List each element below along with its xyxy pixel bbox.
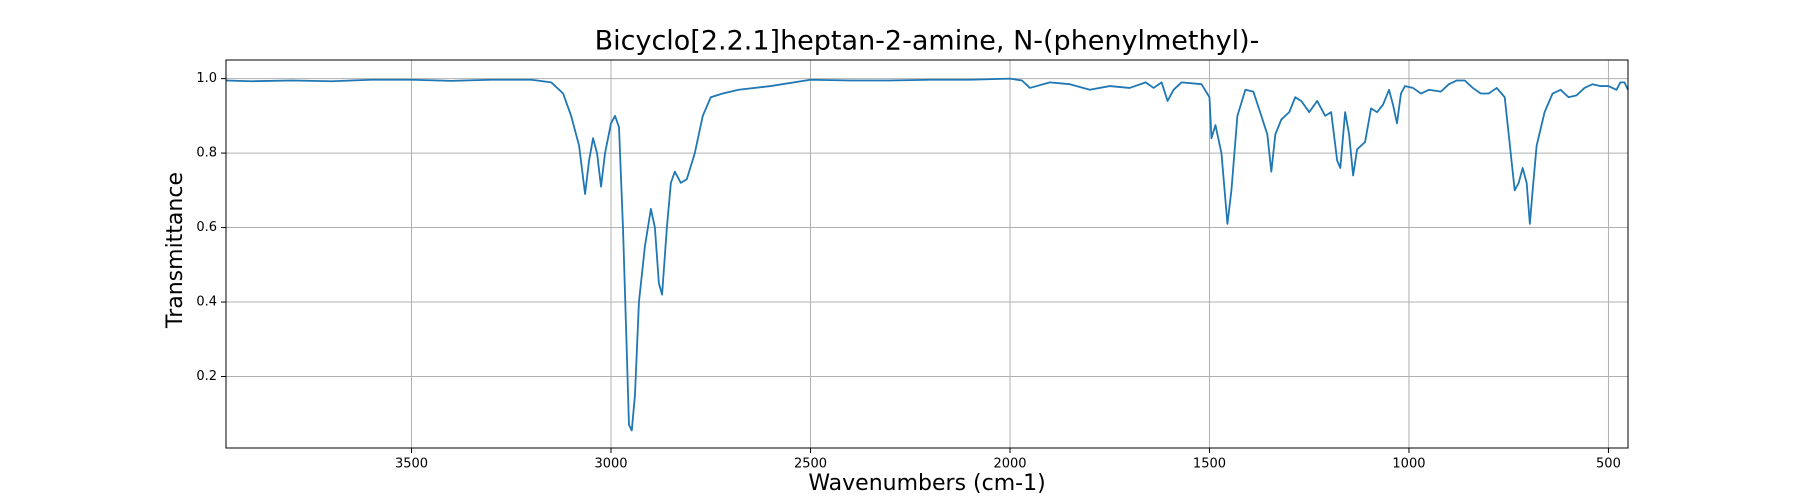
y-tick-label: 0.8 [196, 146, 217, 161]
y-tick-label: 0.4 [196, 295, 217, 310]
x-tick-label: 2000 [993, 457, 1026, 472]
chart-title: Bicyclo[2.2.1]heptan-2-amine, N-(phenylm… [595, 26, 1260, 57]
spectrum-line [225, 77, 1629, 432]
x-axis-label: Wavenumbers (cm-1) [808, 471, 1045, 496]
y-tick-label: 1.0 [196, 71, 217, 86]
y-tick-label: 0.6 [196, 220, 217, 235]
x-tick-label: 2500 [794, 457, 827, 472]
plot-frame [225, 59, 1629, 449]
x-tick-label: 3000 [594, 457, 627, 472]
y-tick-label: 0.2 [196, 369, 217, 384]
x-tick-label: 500 [1596, 457, 1621, 472]
x-tick-label: 3500 [395, 457, 428, 472]
x-tick-label: 1500 [1193, 457, 1226, 472]
y-axis-label: Transmittance [163, 172, 188, 329]
x-tick-label: 1000 [1392, 457, 1425, 472]
